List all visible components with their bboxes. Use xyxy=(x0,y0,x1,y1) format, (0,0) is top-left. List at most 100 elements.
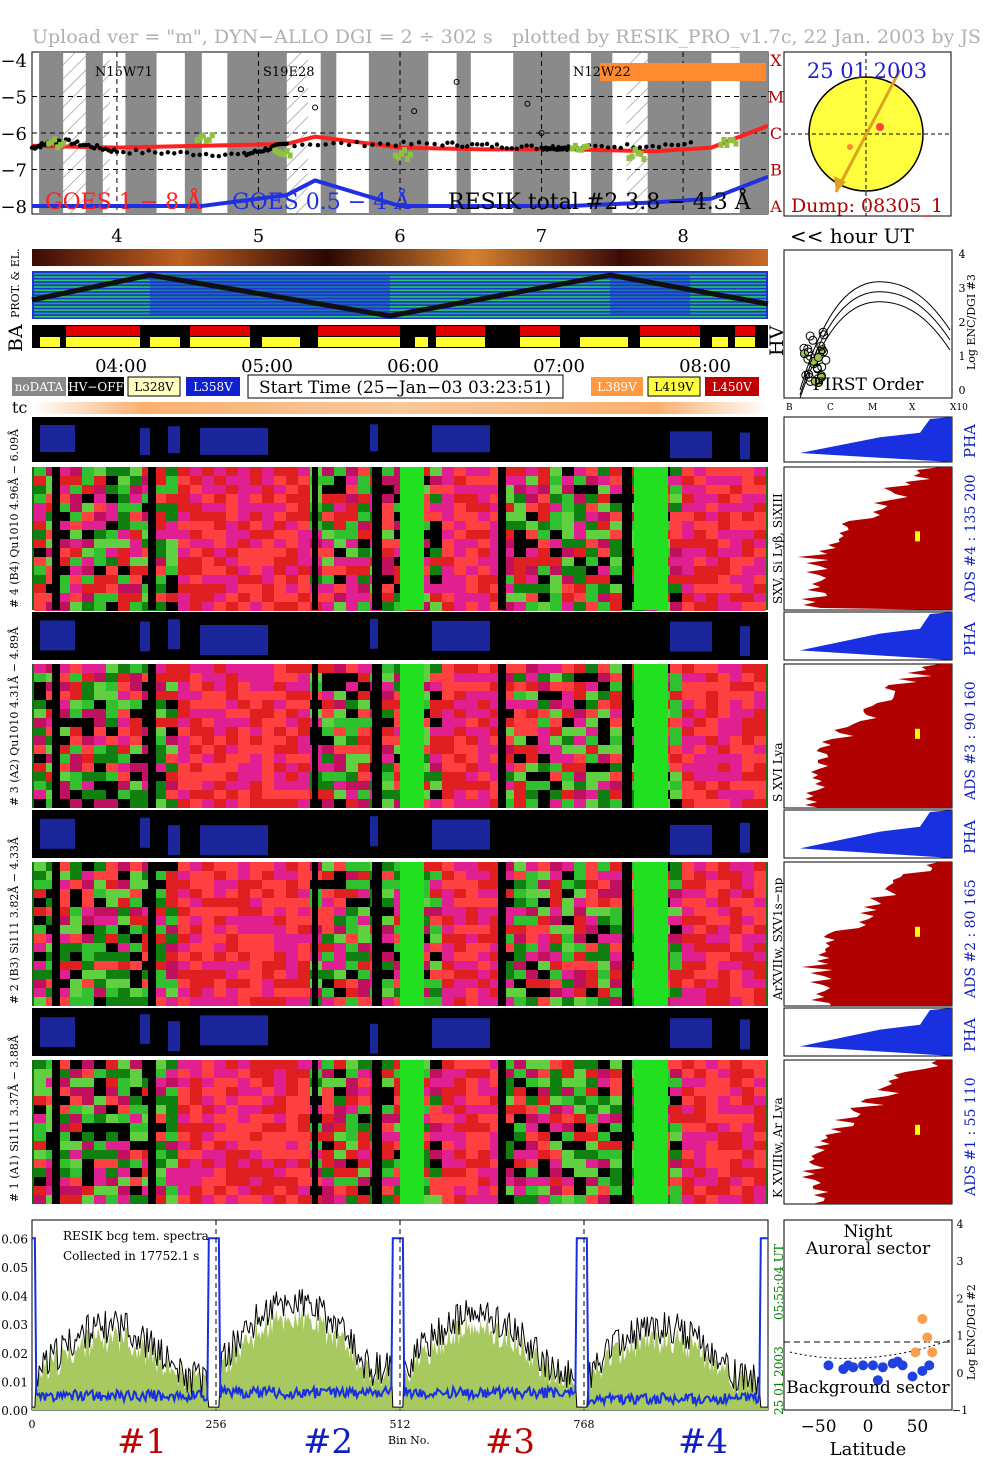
spectrogram-cell xyxy=(562,485,574,494)
spectrogram-cell xyxy=(454,952,466,961)
spectrogram-cell xyxy=(430,467,442,476)
spectrogram-cell xyxy=(454,754,466,763)
spectrogram-cell xyxy=(298,979,310,988)
spectrogram-cell xyxy=(118,682,130,691)
spectrogram-cell xyxy=(598,790,610,799)
spectrogram-cell xyxy=(574,763,586,772)
nodata-band xyxy=(372,664,382,808)
spectrogram-cell xyxy=(514,485,526,494)
spectrogram-cell xyxy=(694,898,706,907)
spectrogram-cell xyxy=(166,961,178,970)
resik-point xyxy=(178,149,183,155)
spectrogram-cell xyxy=(250,593,262,602)
spectrogram-cell xyxy=(154,943,166,952)
spectrogram-cell xyxy=(130,1105,142,1114)
spectrogram-cell xyxy=(694,575,706,584)
spectrogram-cell xyxy=(250,494,262,503)
spectrogram-cell xyxy=(82,1069,94,1078)
spectrogram-cell xyxy=(682,1159,694,1168)
latitude-point xyxy=(823,1360,834,1371)
spectrogram-cell xyxy=(502,772,514,781)
spectrogram-cell xyxy=(226,530,238,539)
spectrogram-cell xyxy=(118,602,130,611)
spectrogram-cell xyxy=(442,467,454,476)
first-order-xtick: C xyxy=(827,403,834,413)
resik-point xyxy=(612,144,617,150)
resik-open-point xyxy=(312,104,319,111)
spectrogram-cell xyxy=(550,988,562,997)
spectrogram-cell xyxy=(322,1069,334,1078)
spectrogram-cell xyxy=(190,539,202,548)
spectrogram-cell xyxy=(730,754,742,763)
spectrogram-cell xyxy=(322,602,334,611)
resik-green-point xyxy=(575,146,581,153)
spectrogram-cell xyxy=(466,557,478,566)
spectrogram-cell xyxy=(274,889,286,898)
spectrogram-cell xyxy=(226,934,238,943)
spectrogram-cell xyxy=(706,1105,718,1114)
spectrogram-cell xyxy=(454,1177,466,1186)
spectrogram-cell xyxy=(706,557,718,566)
spectrogram-cell xyxy=(82,1150,94,1159)
spectrogram-cell xyxy=(382,988,394,997)
spectrogram-cell xyxy=(358,916,370,925)
spectrogram-cell xyxy=(694,1150,706,1159)
l450-box xyxy=(705,377,759,396)
spectrogram-cell xyxy=(346,952,358,961)
pha-band xyxy=(200,825,268,856)
spectrogram-cell xyxy=(166,907,178,916)
spectrogram-cell xyxy=(754,907,766,916)
spectrogram-cell xyxy=(322,1132,334,1141)
spectrogram-cell xyxy=(706,718,718,727)
spectrogram-cell xyxy=(298,781,310,790)
spectrogram-cell xyxy=(730,575,742,584)
spectrogram-cell xyxy=(202,1123,214,1132)
spectrogram-cell xyxy=(754,736,766,745)
spectrogram-cell xyxy=(538,718,550,727)
spectrogram-cell xyxy=(442,557,454,566)
resik-green-point xyxy=(395,154,401,161)
spectrogram-cell xyxy=(202,799,214,808)
spectrogram-cell xyxy=(202,1105,214,1114)
spectrogram-cell xyxy=(202,664,214,673)
spectrogram-cell xyxy=(490,871,502,880)
spectrogram-cell xyxy=(106,997,118,1006)
spectrogram-cell xyxy=(346,889,358,898)
spectrogram-cell xyxy=(730,548,742,557)
spectrogram-cell xyxy=(670,781,682,790)
spectrogram-cell xyxy=(154,988,166,997)
spectrogram-cell xyxy=(502,1087,514,1096)
spectrogram-cell xyxy=(334,1168,346,1177)
spectrogram-cell xyxy=(514,745,526,754)
spectrogram-cell xyxy=(166,988,178,997)
spectrogram-cell xyxy=(754,548,766,557)
spectrogram-cell xyxy=(274,781,286,790)
channel-1: # 4 (B4) Qu1010 4.96Å − 6.09Å SXV, Si Lyβ… xyxy=(7,416,979,611)
spectrogram-cell xyxy=(478,521,490,530)
spectrogram-cell xyxy=(502,988,514,997)
spectrogram-cell xyxy=(466,1186,478,1195)
spectrogram-cell xyxy=(526,1159,538,1168)
spectrogram-cell xyxy=(262,934,274,943)
spectrogram-cell xyxy=(466,476,478,485)
channel-line-label: ArXVIIw, SXV1s−np xyxy=(771,877,785,1001)
spectrogram-cell xyxy=(730,557,742,566)
spectrogram-cell xyxy=(262,593,274,602)
spectrogram-cell xyxy=(706,682,718,691)
orbit-stripe xyxy=(34,273,766,275)
spectrogram-cell xyxy=(718,1087,730,1096)
first-order-point xyxy=(816,341,826,351)
spectrogram-cell xyxy=(58,539,70,548)
spectrogram-cell xyxy=(262,548,274,557)
spectrogram-cell xyxy=(718,1150,730,1159)
spectrogram-cell xyxy=(274,1096,286,1105)
resik-point xyxy=(424,141,430,146)
spectrogram-cell xyxy=(298,485,310,494)
spectrogram-cell xyxy=(154,898,166,907)
spectrogram-cell xyxy=(526,754,538,763)
spectrogram-cell xyxy=(322,1195,334,1204)
spectrogram-cell xyxy=(238,709,250,718)
spectrogram-cell xyxy=(334,575,346,584)
spectrogram-cell xyxy=(358,727,370,736)
spectrogram-cell xyxy=(298,961,310,970)
